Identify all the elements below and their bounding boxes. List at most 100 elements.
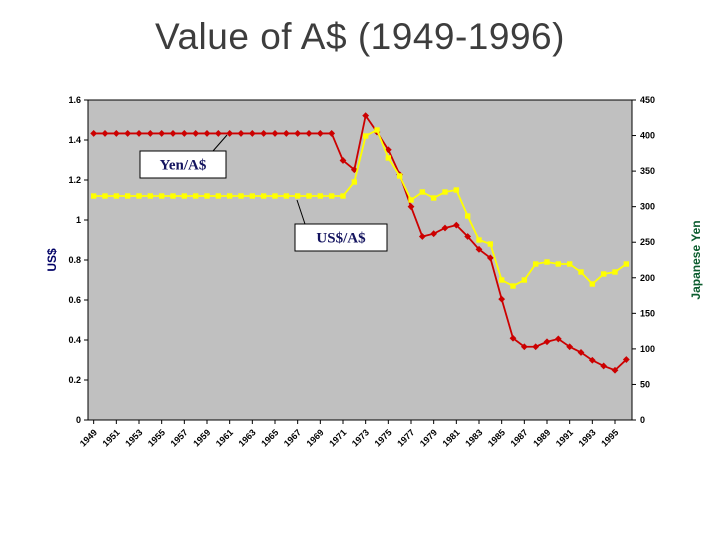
diamond-marker	[90, 130, 98, 137]
square-marker	[328, 193, 335, 199]
right-axis-title: Japanese Yen	[689, 220, 703, 299]
diamond-marker	[260, 130, 268, 137]
square-marker	[362, 133, 369, 139]
diamond-marker	[214, 130, 222, 137]
x-axis-tick-label: 1969	[305, 427, 326, 448]
right-axis-tick-label: 100	[640, 344, 655, 354]
diamond-marker	[611, 366, 619, 374]
left-axis-tick-label: 1.2	[68, 175, 81, 185]
right-axis-tick-label: 0	[640, 415, 645, 425]
x-axis-tick-label: 1979	[418, 427, 439, 448]
square-marker	[181, 193, 188, 199]
square-marker	[464, 213, 471, 219]
diamond-marker	[101, 130, 109, 137]
square-marker	[249, 193, 256, 199]
right-axis-tick-label: 200	[640, 273, 655, 283]
right-axis-tick-label: 450	[640, 95, 655, 105]
diamond-marker	[498, 295, 506, 303]
diamond-marker	[475, 245, 483, 253]
diamond-marker	[543, 338, 551, 346]
diamond-marker	[294, 130, 302, 137]
square-marker	[124, 193, 131, 199]
square-marker	[90, 193, 97, 199]
x-axis-tick-label: 1953	[123, 427, 144, 448]
x-axis-tick-label: 1967	[282, 427, 303, 448]
series-usa	[90, 127, 630, 289]
x-axis-tick-label: 1975	[373, 427, 394, 448]
x-axis-tick-label: 1993	[577, 427, 598, 448]
square-marker	[238, 193, 244, 199]
square-marker	[351, 179, 358, 185]
diamond-marker	[135, 130, 143, 137]
square-marker	[170, 193, 176, 199]
diamond-marker	[600, 362, 608, 370]
left-axis-tick-label: 0.4	[68, 335, 81, 345]
x-axis-tick-label: 1983	[463, 427, 484, 448]
diamond-marker	[588, 356, 596, 364]
diamond-marker	[339, 157, 347, 164]
square-marker	[340, 193, 346, 199]
left-axis-tick-label: 0.2	[68, 375, 81, 385]
diamond-marker	[305, 130, 313, 137]
square-marker	[453, 187, 460, 193]
square-marker	[476, 237, 482, 243]
square-marker	[204, 193, 210, 199]
square-marker	[317, 193, 324, 199]
diamond-marker	[384, 146, 392, 154]
x-axis-tick-label: 1949	[78, 427, 99, 448]
diamond-marker	[180, 130, 188, 137]
square-marker	[306, 193, 312, 199]
square-marker	[430, 195, 437, 201]
left-axis-tick-label: 0.6	[68, 295, 81, 305]
square-marker	[555, 261, 562, 267]
left-axis-tick-label: 1	[76, 215, 81, 225]
diamond-marker	[622, 356, 630, 363]
diamond-marker	[554, 335, 562, 343]
diamond-marker	[158, 130, 166, 137]
square-marker	[147, 193, 154, 199]
left-axis-tick-label: 0	[76, 415, 81, 425]
right-axis-tick-label: 400	[640, 131, 655, 141]
diamond-marker	[577, 349, 585, 356]
x-axis-tick-label: 1995	[599, 427, 620, 448]
plot-area	[87, 99, 633, 421]
diamond-marker	[226, 130, 234, 137]
x-axis-tick-label: 1991	[554, 427, 575, 448]
callout-leader-line	[212, 134, 228, 152]
callout-usa: US$/A$	[294, 199, 388, 252]
square-marker	[226, 193, 233, 199]
square-marker	[192, 193, 199, 199]
x-axis-tick-label: 1973	[350, 427, 371, 448]
square-marker	[487, 241, 494, 247]
diamond-marker	[362, 112, 370, 120]
left-axis-tick-label: 1.6	[68, 95, 81, 105]
diamond-marker	[248, 130, 256, 137]
square-marker	[272, 193, 278, 199]
diamond-marker	[124, 130, 132, 137]
x-axis-tick-label: 1977	[395, 427, 416, 448]
square-marker	[374, 127, 380, 133]
square-marker	[136, 193, 142, 199]
left-axis-tick-label: 1.4	[68, 135, 81, 145]
square-marker	[385, 155, 392, 161]
diamond-marker	[464, 233, 472, 240]
diamond-marker	[520, 343, 528, 351]
diamond-marker	[452, 221, 460, 229]
x-axis-tick-label: 1985	[486, 427, 507, 448]
right-axis-tick-label: 50	[640, 379, 650, 389]
square-marker	[442, 189, 448, 195]
diamond-marker	[316, 130, 324, 137]
x-axis-tick-label: 1987	[509, 427, 530, 448]
square-marker	[589, 281, 596, 287]
diamond-marker	[112, 130, 120, 137]
diamond-marker	[169, 130, 177, 137]
square-marker	[419, 189, 426, 195]
callout-label: Yen/A$	[160, 158, 207, 174]
square-marker	[158, 193, 165, 199]
square-marker	[283, 193, 290, 199]
right-axis-tick-label: 350	[640, 166, 655, 176]
callout-label: US$/A$	[316, 231, 366, 247]
square-marker	[294, 193, 301, 199]
diamond-marker	[328, 130, 336, 137]
